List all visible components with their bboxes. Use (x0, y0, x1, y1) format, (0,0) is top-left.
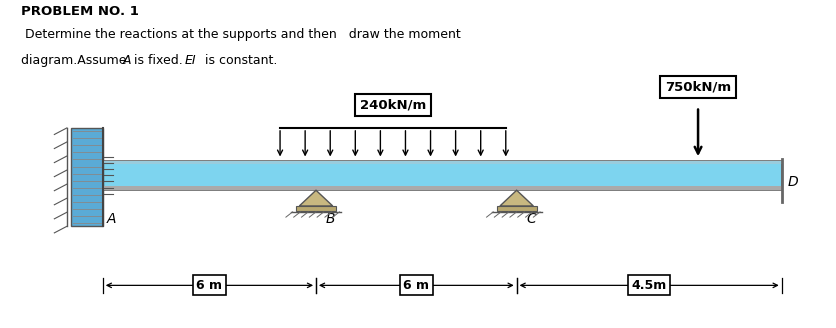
Bar (103, 161, 782, 164)
Bar (103, 161, 782, 190)
Text: 4.5m: 4.5m (631, 279, 667, 292)
Text: EI: EI (185, 54, 196, 67)
Text: A: A (107, 212, 116, 226)
Bar (497, 206, 537, 211)
Text: is fixed.: is fixed. (130, 54, 191, 67)
Polygon shape (299, 190, 333, 206)
Text: is constant.: is constant. (201, 54, 277, 67)
Text: B: B (326, 212, 335, 226)
Text: 240kN/m: 240kN/m (359, 98, 426, 112)
Bar (103, 186, 782, 190)
Text: D: D (788, 174, 798, 189)
Text: Determine the reactions at the supports and then   draw the moment: Determine the reactions at the supports … (21, 28, 461, 41)
Polygon shape (500, 190, 533, 206)
Text: 750kN/m: 750kN/m (665, 80, 732, 93)
Text: PROBLEM NO. 1: PROBLEM NO. 1 (21, 5, 139, 18)
Bar (71, 128, 103, 226)
Text: 6 m: 6 m (196, 279, 222, 292)
Text: C: C (527, 212, 537, 226)
Text: A: A (123, 54, 131, 67)
Text: diagram.Assume: diagram.Assume (21, 54, 130, 67)
Bar (296, 206, 336, 211)
Text: 6 m: 6 m (403, 279, 430, 292)
